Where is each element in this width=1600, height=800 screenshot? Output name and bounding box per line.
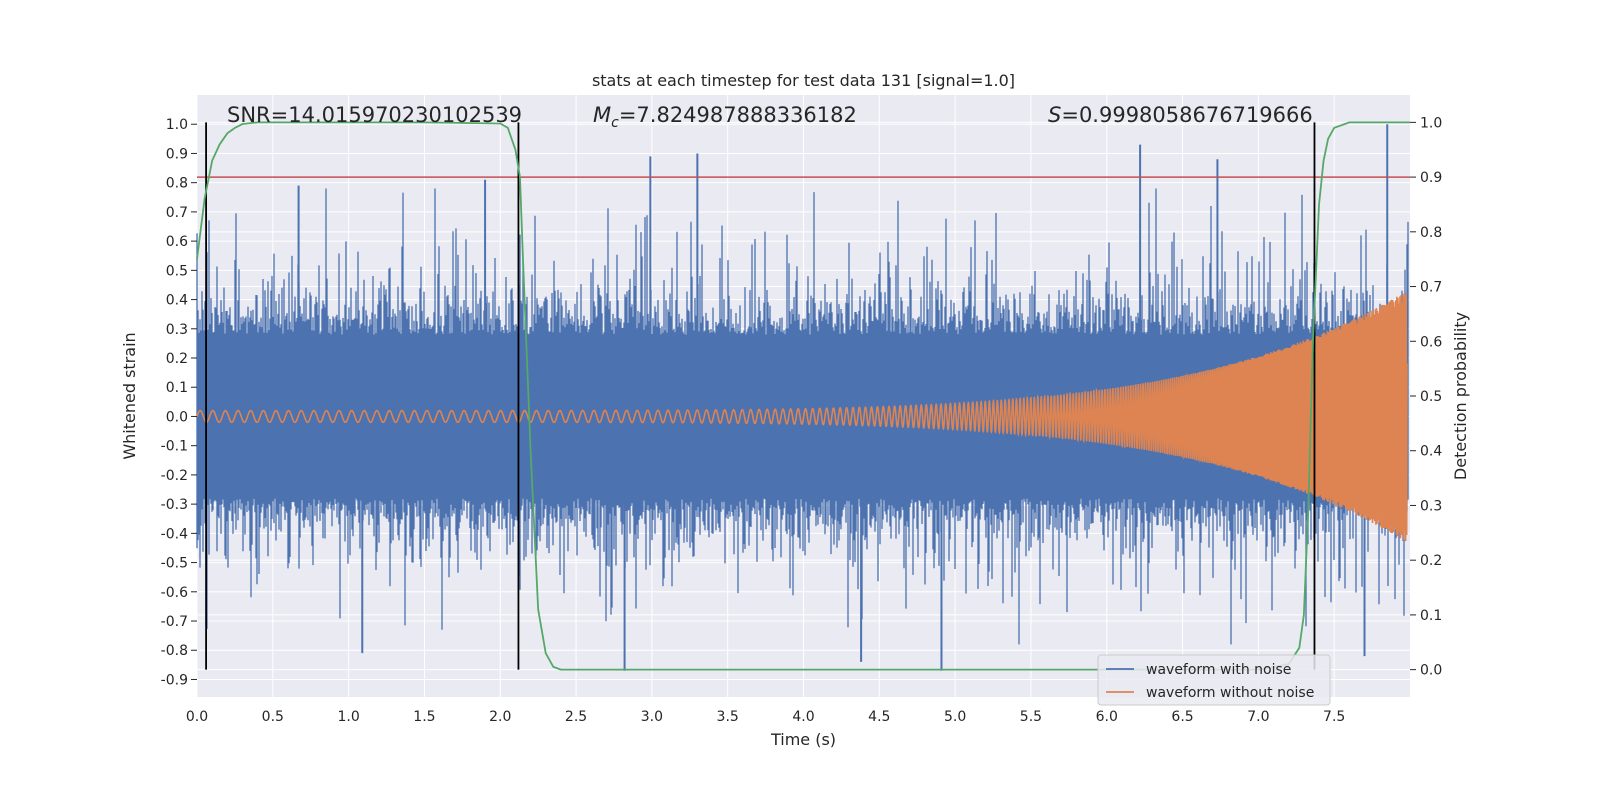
left-y-axis-label: Whitened strain [120,332,139,459]
chirp-mass-annotation: Mc=7.824987888336182 [593,103,857,131]
y-tick-label-right: 0.5 [1420,389,1442,405]
y-tick-label-left: 0.5 [166,263,188,279]
chart-title: stats at each timestep for test data 131… [592,71,1015,90]
y-tick-label-left: -0.8 [161,643,188,659]
reference-lines [197,122,1410,670]
y-tick-label-left: -0.7 [161,614,188,630]
y-tick-label-left: 0.0 [166,409,188,425]
y-tick-label-left: -0.6 [161,585,188,601]
y-tick-label-right: 0.7 [1420,280,1442,296]
x-tick-label: 1.0 [337,709,359,725]
y-tick-label-left: -0.5 [161,556,188,572]
x-tick-label: 4.0 [792,709,814,725]
x-tick-label: 5.5 [1020,709,1042,725]
chirp-mass-subscript: c [611,115,619,131]
legend-label-clean: waveform without noise [1146,685,1314,701]
score-annotation: S=0.9998058676719666 [1048,103,1313,127]
y-tick-label-left: 0.7 [166,205,188,221]
x-tick-label: 1.5 [413,709,435,725]
x-tick-label: 0.0 [186,709,208,725]
y-tick-label-right: 0.1 [1420,608,1442,624]
y-tick-label-right: 1.0 [1420,115,1442,131]
y-tick-label-right: 0.3 [1420,498,1442,514]
right-y-axis-ticks: 1.0 0.9 0.8 0.7 0.6 0.5 0.4 0.3 0.2 0.1 0.0 [1410,115,1442,679]
series-detection-probability [196,121,1410,671]
y-tick-label-right: 0.6 [1420,334,1442,350]
x-tick-label: 6.0 [1096,709,1118,725]
x-tick-label: 2.5 [565,709,587,725]
snr-annotation: SNR=14.015970230102539 [227,103,522,127]
y-tick-label-left: -0.4 [161,526,188,542]
legend-box [1097,654,1331,706]
y-tick-label-left: -0.2 [161,468,188,484]
y-tick-label-left: -0.3 [161,497,188,513]
y-tick-label-left: 0.6 [166,234,188,250]
y-tick-label-right: 0.9 [1420,170,1442,186]
x-axis-ticks: 0.0 0.5 1.0 1.5 2.0 2.5 3.0 3.5 4.0 4.5 5.0 5.5 6.0 6… [186,709,1345,725]
score-value: =0.9998058676719666 [1061,103,1312,127]
x-tick-label: 6.5 [1171,709,1193,725]
clean-waveform-trace [196,292,1408,542]
y-tick-label-left: -0.9 [161,672,188,688]
x-axis-label: Time (s) [770,730,836,749]
y-tick-label-left: 0.3 [166,322,188,338]
x-tick-label: 7.0 [1247,709,1269,725]
right-y-axis-label: Detection probability [1451,312,1470,480]
series-waveform-without-noise [196,292,1408,542]
chirp-mass-value: =7.824987888336182 [619,103,857,127]
x-tick-label: 0.5 [262,709,284,725]
x-tick-label: 7.5 [1323,709,1345,725]
x-tick-label: 5.0 [944,709,966,725]
score-symbol: S [1048,103,1061,127]
y-tick-label-left: 0.2 [166,351,188,367]
x-tick-label: 3.5 [717,709,739,725]
y-tick-label-left: 1.0 [166,117,188,133]
y-tick-label-left: 0.1 [166,380,188,396]
y-tick-label-left: 0.8 [166,176,188,192]
y-tick-label-right: 0.2 [1420,553,1442,569]
y-tick-label-left: -0.1 [161,439,188,455]
y-tick-label-left: 0.4 [166,293,188,309]
x-tick-label: 4.5 [868,709,890,725]
chirp-mass-symbol: M [593,103,611,127]
y-tick-label-right: 0.8 [1420,225,1442,241]
y-tick-label-right: 0.0 [1420,663,1442,679]
left-y-axis-ticks: 1.0 0.9 0.8 0.7 0.6 0.5 0.4 0.3 0.2 0.1 0.0 -0.1 -0.… [161,117,197,688]
y-tick-label-left: 0.9 [166,146,188,162]
legend-label-noise: waveform with noise [1146,662,1291,678]
x-tick-label: 3.0 [641,709,663,725]
x-tick-label: 2.0 [489,709,511,725]
probability-trace [196,121,1410,671]
legend: waveform with noise waveform without noi… [1097,654,1331,706]
y-tick-label-right: 0.4 [1420,444,1442,460]
